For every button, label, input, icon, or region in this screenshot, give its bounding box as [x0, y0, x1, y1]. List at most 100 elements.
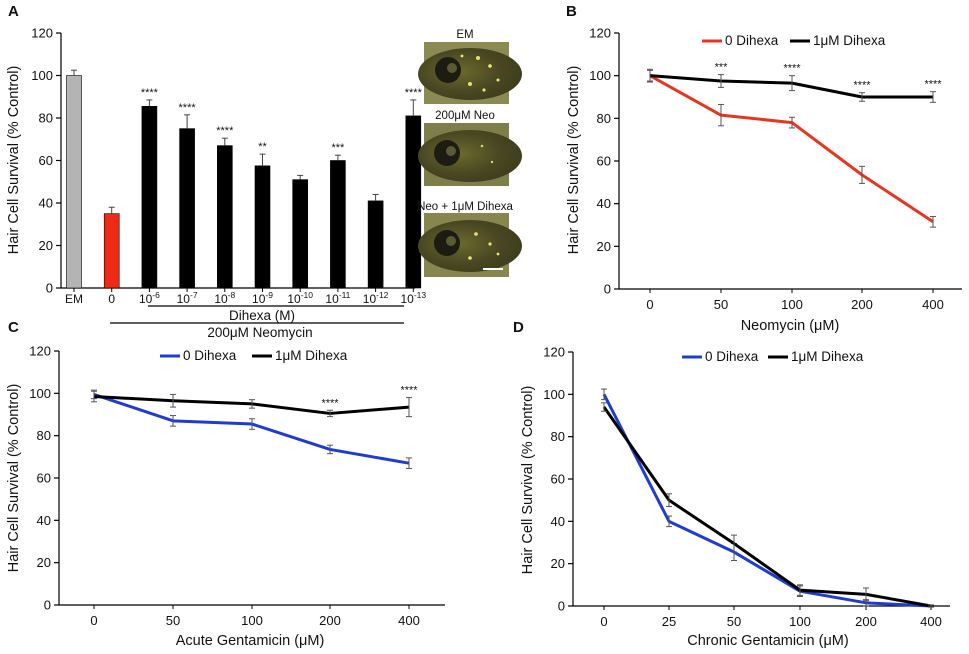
panel-a-x-tick-label-1: 0 — [108, 292, 115, 306]
panel-b-y-tick-label-20: 20 — [597, 239, 611, 254]
panel-c-y-ticks: 0 20 40 60 80 100 120 — [29, 344, 59, 613]
image-label-neo-dihexa: Neo + 1μM Dihexa — [417, 201, 513, 213]
panel-c-x-tick-label-3: 200 — [319, 613, 341, 628]
panel-b-x-tick-label-4: 400 — [922, 297, 944, 312]
panel-c-line-chart: 0 20 40 60 80 100 120 0 50 100 200 400 **** **** 0 … — [6, 344, 445, 649]
panel-a-bar-0 — [66, 75, 82, 289]
panel-c-x-tick-label-1: 50 — [166, 613, 180, 628]
panel-a-y-tick-label-0: 0 — [46, 281, 53, 296]
panel-a-significance-2: **** — [141, 87, 159, 99]
panel-a-x-tick-base-3: 10 — [177, 292, 191, 306]
panel-b-y-label: Hair Cell Survival (% Control) — [566, 66, 582, 255]
panel-a-x-tick-base-9: 10 — [400, 292, 414, 306]
panel-a-x-tick-exponent-7: -11 — [339, 290, 351, 300]
panel-a-x-tick-label-4: 10-8 — [214, 290, 235, 306]
panel-a-y-tick-label-60: 60 — [39, 153, 53, 168]
panel-a-significance: ************** ******* — [141, 87, 423, 154]
panel-a-x-tick-label-5: 10-9 — [252, 290, 273, 306]
panel-c-x-ticks: 0 50 100 200 400 — [90, 605, 420, 628]
panel-d-series — [601, 388, 934, 608]
panel-d-x-ticks: 0 25 50 100 200 400 — [600, 606, 942, 629]
panel-a-x-tick-base-2: 10 — [139, 292, 153, 306]
panel-a-x-tick-base-6: 10 — [287, 292, 301, 306]
panel-b-x-label: Neomycin (μM) — [741, 318, 840, 334]
panel-d-x-label: Chronic Gentamicin (μM) — [687, 633, 848, 649]
panel-d-legend-label-0: 0 Dihexa — [705, 349, 759, 364]
panel-c-legend-label-1: 1μM Dihexa — [275, 348, 348, 363]
panel-a-larva-images: EM 200μM Neo Neo + 1μM Dihexa — [417, 29, 522, 277]
panel-a-x-tick-exponent-8: -12 — [376, 290, 389, 300]
panel-c-legend: 0 Dihexa 1μM Dihexa — [160, 348, 348, 363]
panel-a-x-tick-label-0: EM — [65, 292, 83, 306]
panel-b-y-tick-label-60: 60 — [597, 154, 611, 169]
panel-a-significance-4: **** — [216, 125, 234, 137]
panel-a-x-tick-exponent-6: -10 — [301, 290, 314, 300]
panel-b-legend: 0 Dihexa 1μM Dihexa — [702, 33, 886, 48]
panel-b-y-tick-label-100: 100 — [589, 68, 611, 83]
panel-a-x-tick-exponent-9: -13 — [414, 290, 427, 300]
panel-a-x-tick-exponent-5: -9 — [265, 290, 273, 300]
panel-a-x-tick-label-6: 10-10 — [287, 290, 313, 306]
panel-b-significance: *** ******** **** — [715, 62, 943, 92]
panel-b-legend-label-1: 1μM Dihexa — [813, 33, 886, 48]
panel-a-x-tick-base-5: 10 — [252, 292, 266, 306]
panel-a-y-tick-label-100: 100 — [31, 68, 53, 83]
panel-letter-c: C — [8, 319, 19, 336]
panel-a-dihexa-label: Dihexa (M) — [229, 308, 295, 323]
panel-a-bar-7 — [330, 160, 346, 289]
panel-a-bar-8 — [367, 200, 384, 289]
panel-b-y-tick-label-0: 0 — [604, 282, 611, 297]
panel-b-y-tick-label-80: 80 — [597, 111, 611, 126]
panel-c-y-tick-label-120: 120 — [29, 344, 51, 359]
panel-d-series-line-1 — [602, 406, 932, 608]
panel-d-x-tick-label-2: 50 — [727, 614, 741, 629]
panel-letter-b: B — [566, 3, 577, 20]
panel-c-significance-3: **** — [321, 397, 339, 409]
panel-c-significance: **** **** — [321, 385, 418, 410]
panel-a-x-tick-base-7: 10 — [325, 292, 339, 306]
panel-c-y-tick-label-80: 80 — [37, 428, 51, 443]
panel-d-series-line-0 — [602, 393, 932, 608]
panel-d-y-tick-label-120: 120 — [543, 345, 565, 360]
panel-b-y-tick-label-120: 120 — [589, 26, 611, 41]
panel-a-x-tick-label-9: 10-13 — [400, 290, 426, 306]
panel-b-x-tick-label-2: 100 — [781, 297, 803, 312]
panel-c-x-tick-label-4: 400 — [398, 613, 420, 628]
panel-a-neomycin-label: 200μM Neomycin — [207, 325, 312, 340]
panel-a-y-tick-label-120: 120 — [31, 26, 53, 41]
panel-b-x-ticks: 0 50 100 200 400 — [646, 289, 944, 312]
panel-d-x-tick-label-5: 400 — [920, 614, 942, 629]
panel-a-x-tick-label-3: 10-7 — [177, 290, 198, 306]
panel-letter-d: D — [513, 319, 524, 336]
larva-image-neo-dihexa — [418, 213, 522, 277]
panel-a-x-tick-label-7: 10-11 — [325, 290, 350, 306]
panel-a-y-tick-label-40: 40 — [39, 196, 53, 211]
panel-a-significance-3: **** — [179, 102, 197, 114]
panel-c-y-tick-label-60: 60 — [37, 471, 51, 486]
panel-a-x-tick-base-1: 0 — [108, 292, 115, 306]
panel-b-significance-4: **** — [924, 79, 942, 91]
panel-c-y-tick-label-100: 100 — [29, 386, 51, 401]
panel-d-legend-label-1: 1μM Dihexa — [791, 349, 864, 364]
panel-a-bar-3 — [179, 128, 195, 289]
panel-a-error-bars — [71, 69, 417, 214]
panel-c-x-tick-label-2: 100 — [241, 613, 263, 628]
panel-a-y-ticks: 0 20 40 60 80 100 120 — [31, 26, 61, 296]
panel-b-significance-3: **** — [853, 80, 871, 92]
panel-a-significance-7: *** — [331, 142, 345, 154]
panel-b-series — [647, 68, 936, 228]
panel-c-y-label: Hair Cell Survival (% Control) — [6, 384, 22, 573]
panel-d-y-tick-label-40: 40 — [551, 514, 565, 529]
panel-b-x-tick-label-0: 0 — [646, 297, 653, 312]
panel-b-x-tick-label-1: 50 — [714, 297, 728, 312]
panel-a-x-tick-label-2: 10-6 — [139, 290, 160, 306]
panel-a-significance-9: **** — [405, 87, 423, 99]
larva-image-neo — [418, 123, 522, 186]
panel-b-significance-1: *** — [715, 62, 729, 74]
panel-d-x-tick-label-0: 0 — [600, 614, 607, 629]
panel-a-y-label: Hair Cell Survival (% Control) — [6, 66, 22, 255]
panel-d-y-tick-label-60: 60 — [551, 472, 565, 487]
